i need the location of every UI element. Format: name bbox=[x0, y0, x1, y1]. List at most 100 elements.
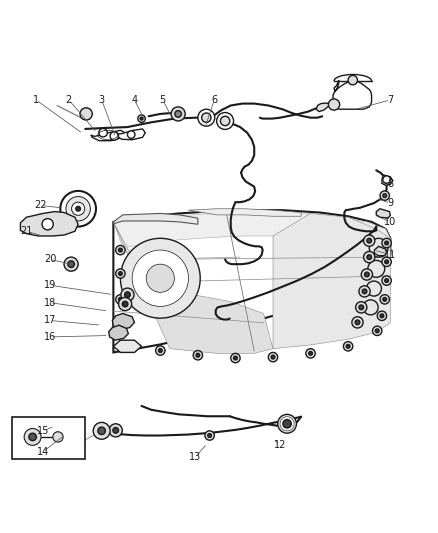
Circle shape bbox=[127, 131, 135, 139]
Circle shape bbox=[118, 320, 127, 330]
Text: 8: 8 bbox=[387, 179, 393, 189]
Text: 7: 7 bbox=[387, 95, 393, 105]
Circle shape bbox=[71, 202, 85, 215]
Text: 9: 9 bbox=[387, 198, 393, 208]
Circle shape bbox=[155, 346, 165, 355]
Circle shape bbox=[364, 235, 375, 246]
Text: 20: 20 bbox=[44, 254, 56, 264]
Circle shape bbox=[126, 344, 129, 348]
Circle shape bbox=[113, 427, 119, 433]
Circle shape bbox=[68, 261, 74, 268]
Circle shape bbox=[359, 286, 370, 297]
Text: 2: 2 bbox=[66, 95, 72, 105]
Circle shape bbox=[368, 261, 385, 277]
Circle shape bbox=[208, 434, 212, 438]
Circle shape bbox=[359, 305, 364, 310]
Circle shape bbox=[382, 276, 391, 285]
Text: 6: 6 bbox=[211, 95, 217, 105]
Circle shape bbox=[123, 342, 132, 351]
Circle shape bbox=[42, 219, 53, 230]
Circle shape bbox=[364, 252, 375, 263]
Circle shape bbox=[119, 248, 122, 252]
Circle shape bbox=[309, 351, 312, 355]
Text: 17: 17 bbox=[44, 316, 56, 326]
Polygon shape bbox=[113, 313, 134, 330]
Circle shape bbox=[119, 272, 122, 276]
Circle shape bbox=[369, 238, 388, 257]
Circle shape bbox=[280, 417, 294, 431]
Circle shape bbox=[119, 297, 122, 301]
Circle shape bbox=[121, 324, 125, 327]
Circle shape bbox=[367, 281, 381, 296]
Circle shape bbox=[382, 257, 391, 266]
Circle shape bbox=[76, 206, 81, 211]
Circle shape bbox=[377, 311, 387, 320]
Circle shape bbox=[80, 108, 92, 120]
Circle shape bbox=[93, 422, 110, 439]
Circle shape bbox=[271, 355, 275, 359]
Circle shape bbox=[362, 289, 367, 294]
Polygon shape bbox=[115, 129, 145, 140]
Circle shape bbox=[24, 429, 41, 446]
Circle shape bbox=[383, 193, 387, 198]
Circle shape bbox=[116, 269, 125, 278]
Circle shape bbox=[356, 302, 367, 313]
Circle shape bbox=[278, 414, 297, 433]
Text: 16: 16 bbox=[44, 332, 56, 342]
Circle shape bbox=[132, 250, 188, 306]
Text: 4: 4 bbox=[131, 95, 138, 105]
Circle shape bbox=[140, 117, 143, 120]
Circle shape bbox=[201, 113, 211, 123]
Circle shape bbox=[121, 288, 134, 301]
Circle shape bbox=[125, 292, 130, 297]
Circle shape bbox=[382, 238, 391, 248]
Text: 15: 15 bbox=[37, 426, 49, 436]
Circle shape bbox=[385, 279, 389, 282]
Text: 12: 12 bbox=[274, 440, 286, 450]
Circle shape bbox=[352, 317, 363, 328]
Circle shape bbox=[193, 351, 202, 360]
Polygon shape bbox=[109, 325, 128, 340]
Bar bbox=[12, 417, 85, 459]
Polygon shape bbox=[113, 222, 273, 353]
Circle shape bbox=[64, 257, 78, 271]
Polygon shape bbox=[188, 209, 301, 216]
Text: 14: 14 bbox=[37, 447, 49, 457]
Circle shape bbox=[217, 112, 233, 130]
Text: 13: 13 bbox=[189, 451, 201, 462]
Circle shape bbox=[116, 245, 125, 255]
Text: 11: 11 bbox=[384, 250, 396, 260]
Polygon shape bbox=[21, 212, 78, 236]
Circle shape bbox=[343, 342, 353, 351]
Circle shape bbox=[231, 353, 240, 363]
Circle shape bbox=[233, 356, 237, 360]
Circle shape bbox=[98, 427, 106, 434]
Circle shape bbox=[122, 301, 128, 307]
Circle shape bbox=[375, 329, 379, 333]
Text: 19: 19 bbox=[44, 280, 56, 290]
Circle shape bbox=[196, 353, 200, 357]
Circle shape bbox=[346, 344, 350, 348]
Circle shape bbox=[116, 295, 125, 304]
Circle shape bbox=[109, 424, 122, 437]
Circle shape bbox=[138, 115, 145, 123]
Text: 10: 10 bbox=[384, 217, 396, 227]
Circle shape bbox=[53, 432, 63, 442]
Circle shape bbox=[383, 297, 387, 301]
Circle shape bbox=[380, 191, 389, 200]
Circle shape bbox=[385, 241, 389, 245]
Text: 5: 5 bbox=[159, 95, 166, 105]
Circle shape bbox=[29, 433, 36, 441]
Circle shape bbox=[60, 191, 96, 227]
Text: 18: 18 bbox=[44, 297, 56, 308]
Circle shape bbox=[110, 132, 119, 140]
Circle shape bbox=[146, 264, 174, 292]
Polygon shape bbox=[376, 209, 390, 218]
Circle shape bbox=[198, 109, 215, 126]
Circle shape bbox=[380, 295, 389, 304]
Polygon shape bbox=[382, 175, 393, 185]
Polygon shape bbox=[113, 213, 198, 224]
Circle shape bbox=[372, 326, 382, 335]
Circle shape bbox=[120, 238, 200, 318]
Circle shape bbox=[159, 349, 162, 352]
